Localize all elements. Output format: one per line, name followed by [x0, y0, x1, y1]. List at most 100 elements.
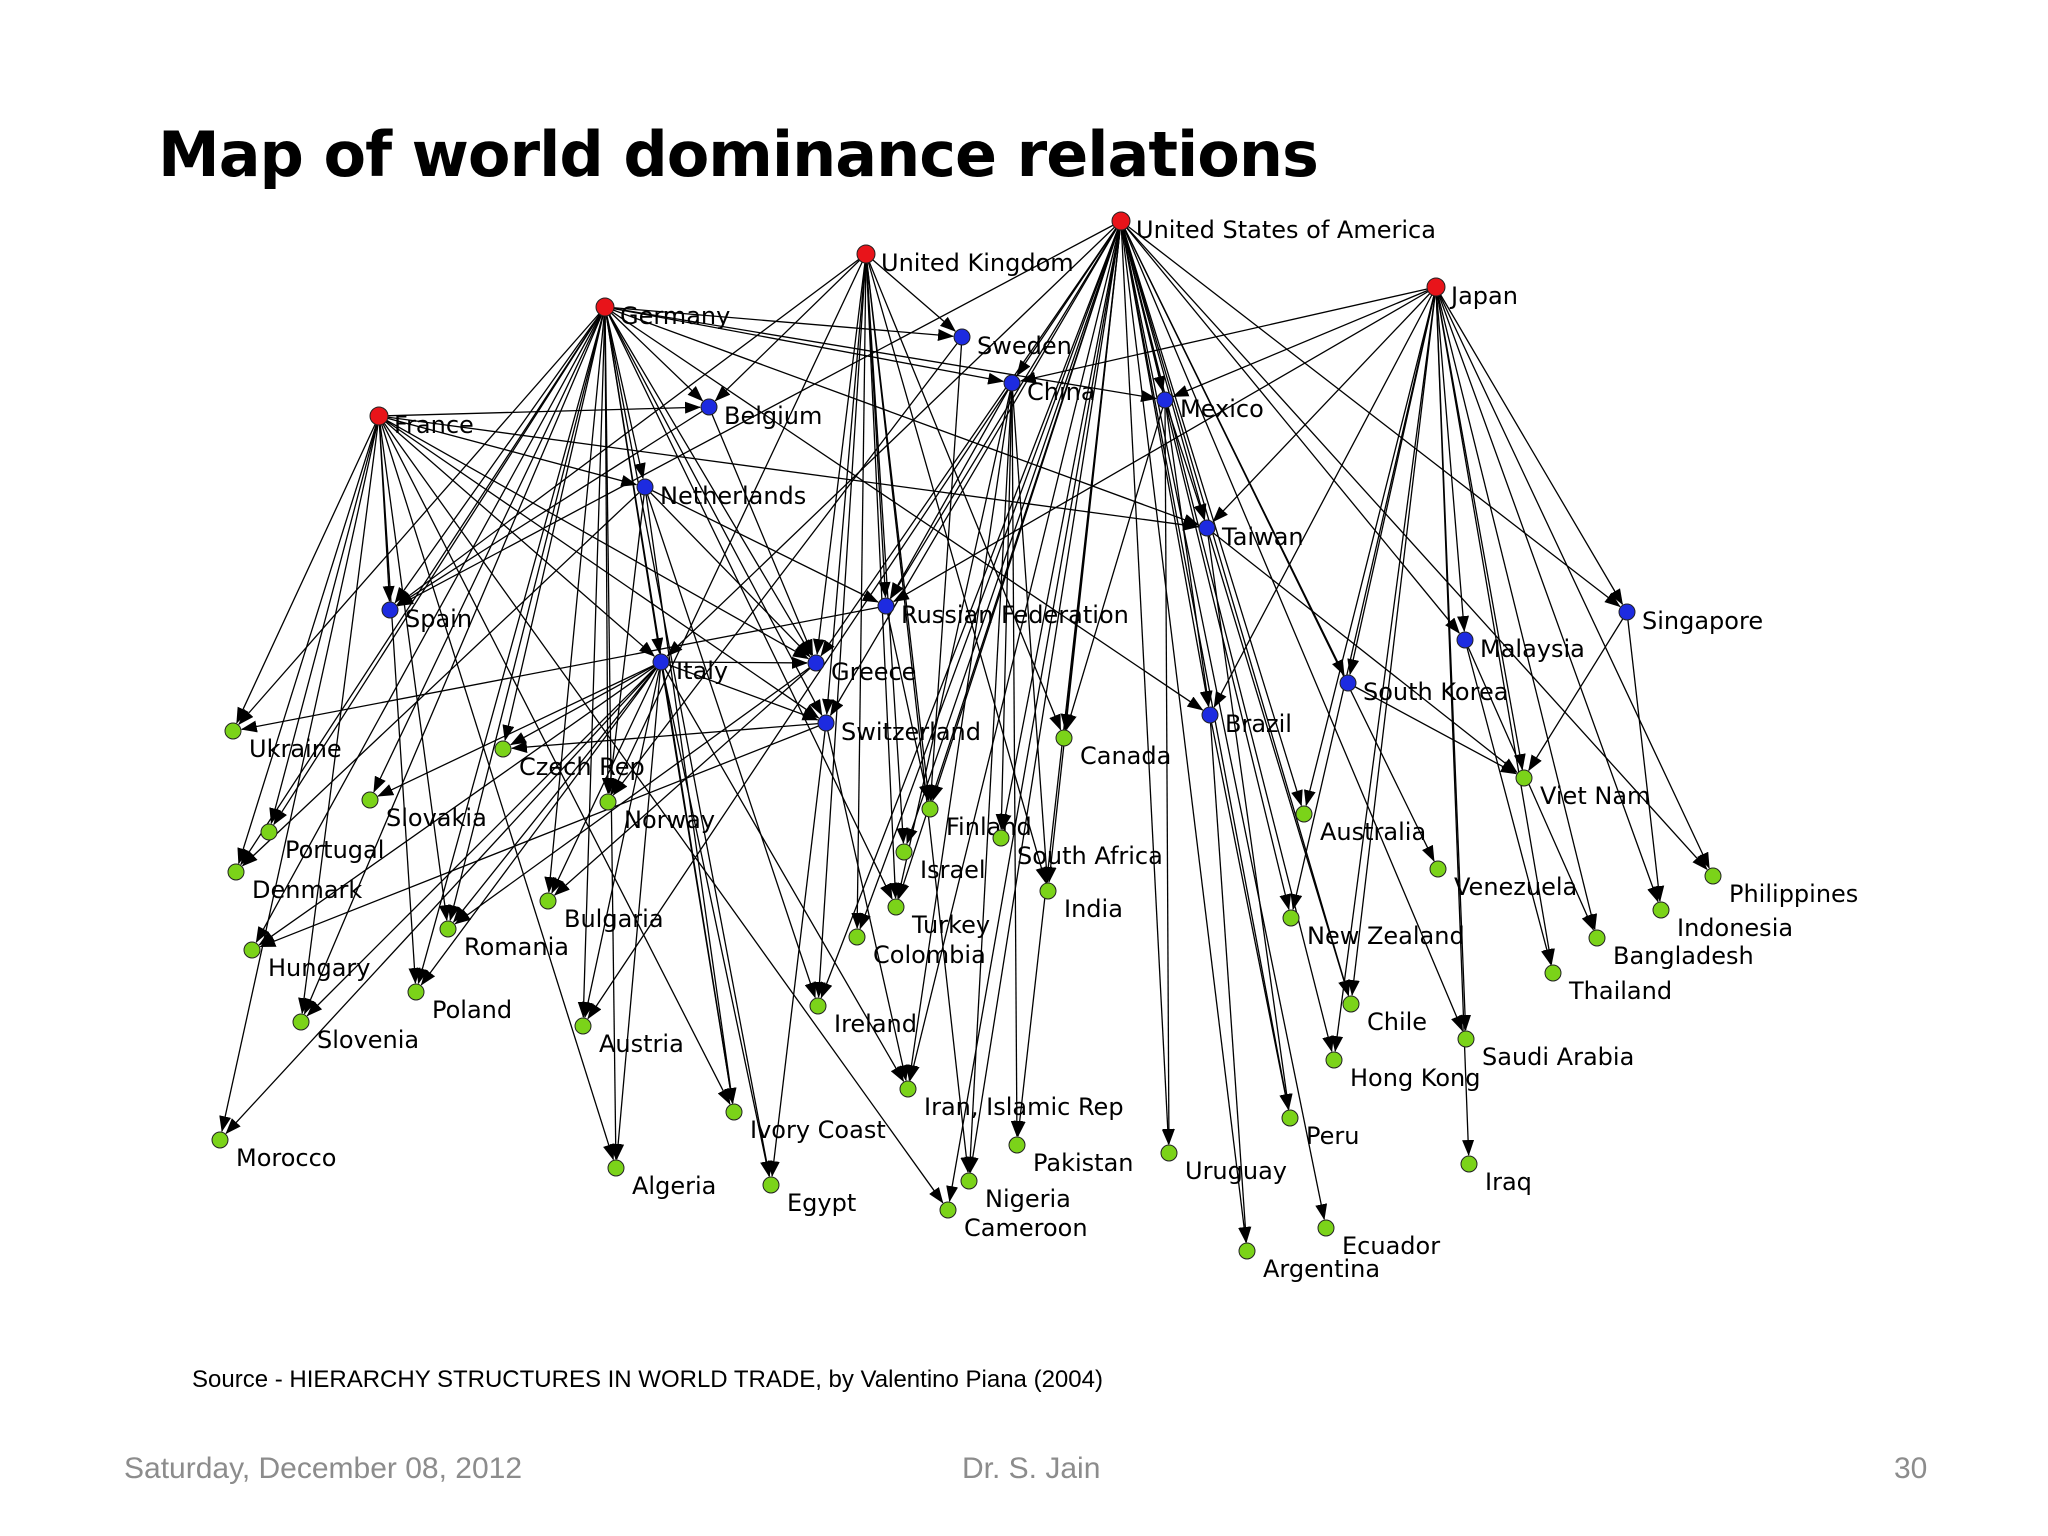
- edge-france-to-romania: [378, 415, 451, 922]
- node-marker: [895, 843, 913, 861]
- edge-france-to-portugal: [269, 415, 380, 825]
- edge-united-states-of-america-to-peru: [1120, 220, 1292, 1111]
- edge-united-states-of-america-to-nigeria: [966, 220, 1122, 1174]
- node-marker: [243, 941, 261, 959]
- node-belgium: Belgium: [700, 398, 822, 430]
- node-marker: [807, 654, 825, 672]
- node-marker: [1281, 1109, 1299, 1127]
- edge-united-kingdom-to-belgium: [714, 253, 867, 402]
- node-russian-federation: Russian Federation: [877, 597, 1129, 629]
- node-marker: [1003, 374, 1021, 392]
- node-label: Philippines: [1729, 880, 1858, 908]
- edge-taiwan-to-chile: [1206, 527, 1350, 997]
- node-marker: [1198, 519, 1216, 537]
- node-marker: [1317, 1219, 1335, 1237]
- node-label: Denmark: [252, 876, 362, 904]
- node-singapore: Singapore: [1618, 603, 1763, 635]
- node-marker: [1111, 211, 1131, 231]
- node-marker: [1055, 729, 1073, 747]
- node-marker: [494, 740, 512, 758]
- edge-france-to-taiwan: [378, 415, 1200, 531]
- node-label: Egypt: [787, 1189, 856, 1217]
- edge-russian-federation-to-finland: [885, 605, 931, 802]
- node-ivory-coast: Ivory Coast: [725, 1103, 886, 1144]
- edge-united-kingdom-to-colombia: [851, 253, 867, 930]
- edge-germany-to-china: [604, 306, 1005, 385]
- node-marker: [1282, 909, 1300, 927]
- edge-japan-to-viet-nam: [1435, 286, 1526, 771]
- edge-france-to-cameroon: [378, 415, 944, 1204]
- edge-france-to-ukraine: [236, 415, 380, 724]
- node-ecuador: Ecuador: [1317, 1219, 1440, 1260]
- edge-united-states-of-america-to-italy: [666, 220, 1122, 657]
- node-denmark: Denmark: [227, 863, 362, 904]
- edge-italy-to-switzerland: [660, 661, 819, 721]
- edge-japan-to-china: [1019, 286, 1437, 384]
- node-greece: Greece: [807, 654, 916, 686]
- node-cameroon: Cameroon: [939, 1201, 1088, 1242]
- edge-russian-federation-to-ukraine: [240, 605, 887, 733]
- edge-united-states-of-america-to-new-zealand: [1120, 220, 1292, 911]
- node-marker: [224, 722, 242, 740]
- edge-malaysia-to-thailand: [1464, 639, 1553, 966]
- node-marker: [439, 920, 457, 938]
- node-marker: [539, 892, 557, 910]
- edge-germany-to-romania: [448, 306, 606, 922]
- edge-switzerland-to-hungary: [259, 722, 827, 948]
- node-label: Hong Kong: [1350, 1064, 1480, 1092]
- node-label: South Africa: [1017, 842, 1163, 870]
- edge-italy-to-slovakia: [377, 661, 662, 797]
- edge-italy-to-greece: [660, 656, 809, 669]
- node-marker: [1156, 391, 1174, 409]
- node-marker: [1704, 867, 1722, 885]
- edge-france-to-morocco: [219, 415, 380, 1133]
- edge-china-to-austria: [587, 382, 1013, 1020]
- node-hong-kong: Hong Kong: [1325, 1051, 1480, 1092]
- node-marker: [1618, 603, 1636, 621]
- edge-taiwan-to-peru: [1206, 527, 1293, 1111]
- node-saudi-arabia: Saudi Arabia: [1457, 1030, 1634, 1071]
- edge-france-to-greece: [378, 415, 810, 660]
- edge-mexico-to-uruguay: [1162, 399, 1175, 1146]
- node-marker: [260, 823, 278, 841]
- node-marker: [369, 406, 389, 426]
- node-spain: Spain: [381, 601, 472, 633]
- node-label: New Zealand: [1307, 922, 1465, 950]
- edge-germany-to-slovenia: [303, 306, 606, 1015]
- edge-united-states-of-america-to-uruguay: [1120, 220, 1174, 1146]
- edge-mexico-to-canada: [1065, 399, 1166, 731]
- node-label: Sweden: [977, 332, 1072, 360]
- edge-germany-to-czech-rep: [502, 306, 606, 742]
- source-citation: Source - HIERARCHY STRUCTURES IN WORLD T…: [192, 1366, 1103, 1393]
- node-marker: [1457, 1030, 1475, 1048]
- edge-italy-to-morocco: [225, 661, 662, 1135]
- edge-netherlands-to-greece: [644, 486, 811, 658]
- edge-france-to-netherlands: [378, 415, 638, 487]
- node-label: Czech Rep: [519, 753, 645, 781]
- node-philippines: Philippines: [1704, 867, 1858, 908]
- node-label: Switzerland: [841, 718, 981, 746]
- node-viet-nam: Viet Nam: [1515, 769, 1650, 810]
- node-ukraine: Ukraine: [224, 722, 342, 763]
- node-marker: [292, 1013, 310, 1031]
- node-marker: [607, 1159, 625, 1177]
- node-united-states-of-america: United States of America: [1111, 211, 1436, 244]
- edge-mexico-to-brazil: [1164, 399, 1213, 708]
- node-label: Finland: [946, 813, 1032, 841]
- edge-mexico-to-taiwan: [1164, 399, 1206, 521]
- edge-united-states-of-america-to-colombia: [859, 220, 1122, 930]
- edge-japan-to-taiwan: [1212, 286, 1437, 523]
- node-marker: [1325, 1051, 1343, 1069]
- edge-sweden-to-norway: [612, 336, 963, 796]
- node-label: Poland: [432, 996, 512, 1024]
- nodes-layer: United States of America United Kingdom Ge…: [211, 211, 1858, 1283]
- edge-japan-to-brazil: [1213, 286, 1437, 708]
- node-label: Nigeria: [985, 1185, 1071, 1213]
- node-bulgaria: Bulgaria: [539, 892, 664, 933]
- edge-germany-to-portugal: [273, 306, 606, 826]
- node-marker: [361, 791, 379, 809]
- edge-united-states-of-america-to-iran-islamic-rep: [907, 220, 1122, 1082]
- node-marker: [1342, 995, 1360, 1013]
- edge-germany-to-switzerland: [604, 306, 823, 716]
- node-marker: [1456, 631, 1474, 649]
